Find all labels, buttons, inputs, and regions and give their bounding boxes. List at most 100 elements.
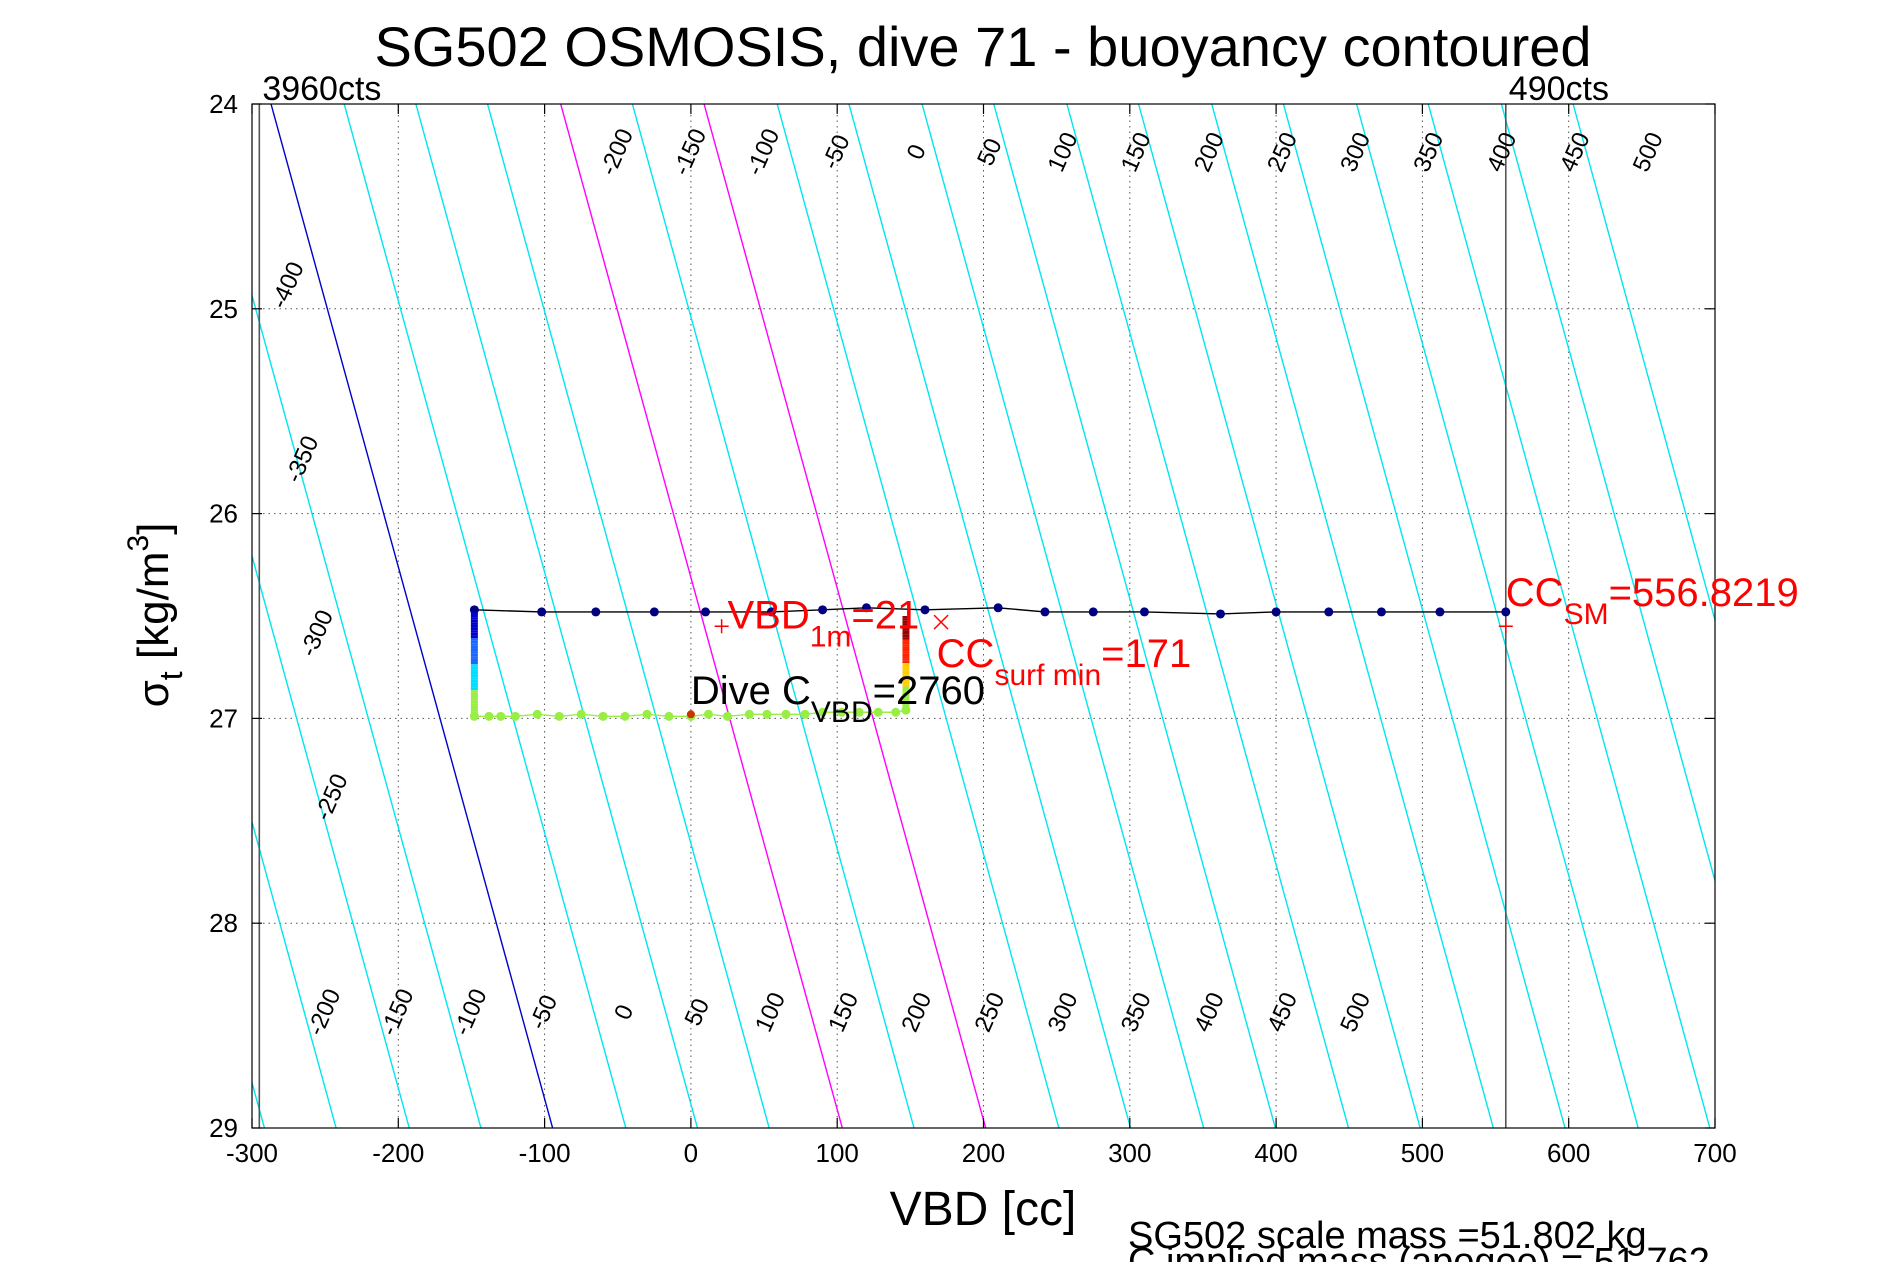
reference-markers [686, 614, 1513, 719]
footer-implied-mass: C implied mass (apogee) = 51.762 [1128, 1241, 1710, 1262]
y-axis-superscript: 3 [122, 535, 155, 552]
y-axis-label: σt [kg/m3] [122, 523, 189, 708]
cc-sm-value: =556.8219 [1609, 571, 1799, 615]
contour-line [560, 104, 843, 1128]
x-tick-label: -100 [519, 1138, 571, 1168]
count-label: 490cts [1509, 70, 1609, 108]
y-tick-label: 27 [209, 703, 238, 733]
data-point [576, 709, 586, 719]
contour-line [1427, 104, 1711, 1128]
contour-line [921, 104, 1205, 1128]
data-point [591, 607, 601, 617]
count-label: 3960cts [262, 70, 381, 108]
data-point [818, 707, 828, 717]
dive-cvbd-sub: VBD [811, 696, 873, 729]
contour-line [1137, 104, 1421, 1128]
data-point [1324, 607, 1334, 617]
vbd-1m-value: =21 [851, 593, 919, 637]
y-axis-close: ] [129, 523, 178, 535]
buoyancy-contours [252, 104, 1715, 1128]
cc-surf-min-marker [933, 614, 949, 630]
x-tick-label: 100 [816, 1138, 859, 1168]
x-tick-label: 200 [962, 1138, 1005, 1168]
data-point [861, 603, 871, 613]
dive-data-series [469, 603, 1511, 721]
cc-sm-main: CC [1506, 571, 1564, 615]
y-axis-symbol: σ [129, 680, 178, 707]
contour-line [343, 104, 627, 1128]
cc-surf-min-main: CC [937, 632, 995, 676]
data-point [1501, 607, 1511, 617]
cc-surf-min-annotation: CCsurf min=171 [937, 632, 1192, 692]
data-point [703, 709, 713, 719]
x-tick-label: 400 [1254, 1138, 1297, 1168]
chart-title: SG502 OSMOSIS, dive 71 - buoyancy contou… [374, 15, 1591, 78]
axis-ticks: -300 -200 -100 0 100 200 300 400 500 600 700 24 25 26… [209, 89, 1737, 1168]
contour-line [1500, 104, 1715, 884]
data-point [766, 607, 776, 617]
contour-line [486, 104, 770, 1128]
data-point [762, 709, 772, 719]
x-tick-label: -200 [372, 1138, 424, 1168]
contour-line [252, 292, 482, 1128]
cc-sm-annotation: CCSM=556.8219 [1506, 571, 1799, 631]
data-point [1271, 607, 1281, 617]
y-tick-label: 29 [209, 1113, 238, 1143]
cc-surf-min-value: =171 [1101, 632, 1191, 676]
dive-cvbd-annotation: Dive CVBD=2760 [691, 669, 985, 729]
x-tick-label: 600 [1547, 1138, 1590, 1168]
x-tick-label: -300 [226, 1138, 278, 1168]
data-point [781, 709, 791, 719]
data-point [818, 605, 828, 615]
contour-line [1211, 104, 1495, 1128]
x-tick-label: 0 [684, 1138, 698, 1168]
data-point [649, 607, 659, 617]
data-point [722, 711, 732, 721]
contour-line [703, 104, 987, 1128]
data-point [1216, 609, 1226, 619]
data-point [1139, 607, 1149, 617]
dive-cvbd-marker [686, 710, 695, 719]
y-tick-label: 28 [209, 908, 238, 938]
data-point [664, 711, 674, 721]
data-point [598, 711, 608, 721]
contour-line [1282, 104, 1566, 1128]
data-point [1088, 607, 1098, 617]
x-axis-label: VBD [cc] [890, 1183, 1077, 1236]
cc-surf-min-sub: surf min [994, 659, 1101, 692]
contour-line [1572, 104, 1715, 623]
data-point [891, 707, 901, 717]
data-point [554, 711, 564, 721]
y-axis-units: [kg/m [129, 552, 178, 672]
x-tick-label: 700 [1693, 1138, 1736, 1168]
data-point [484, 711, 494, 721]
data-point [744, 709, 754, 719]
data-point [854, 707, 864, 717]
contour-line [270, 104, 554, 1128]
data-point [920, 605, 930, 615]
contour-line [1066, 104, 1350, 1128]
data-point [837, 707, 847, 717]
contour-line [848, 104, 1132, 1128]
vbd-1m-main: VBD [727, 593, 809, 637]
annotations: VBD1m=21 CCsurf min=171 CCSM=556.8219 Di… [691, 571, 1799, 729]
data-point [701, 607, 711, 617]
footer-implied-mass-symbol: C [1128, 1241, 1155, 1262]
contour-line [415, 104, 699, 1128]
x-tick-label: 500 [1401, 1138, 1444, 1168]
y-tick-label: 25 [209, 294, 238, 324]
vbd-1m-annotation: VBD1m=21 [727, 593, 919, 653]
cc-sm-sub: SM [1564, 598, 1609, 631]
data-point [532, 709, 542, 719]
data-point [510, 711, 520, 721]
data-point [537, 607, 547, 617]
y-tick-label: 26 [209, 499, 238, 529]
contour-line [1355, 104, 1639, 1128]
data-point [620, 711, 630, 721]
y-axis-subscript: t [153, 671, 189, 680]
data-point [496, 711, 506, 721]
contour-line [776, 104, 1060, 1128]
data-point [1435, 607, 1445, 617]
dive-cvbd-value: =2760 [873, 669, 985, 713]
